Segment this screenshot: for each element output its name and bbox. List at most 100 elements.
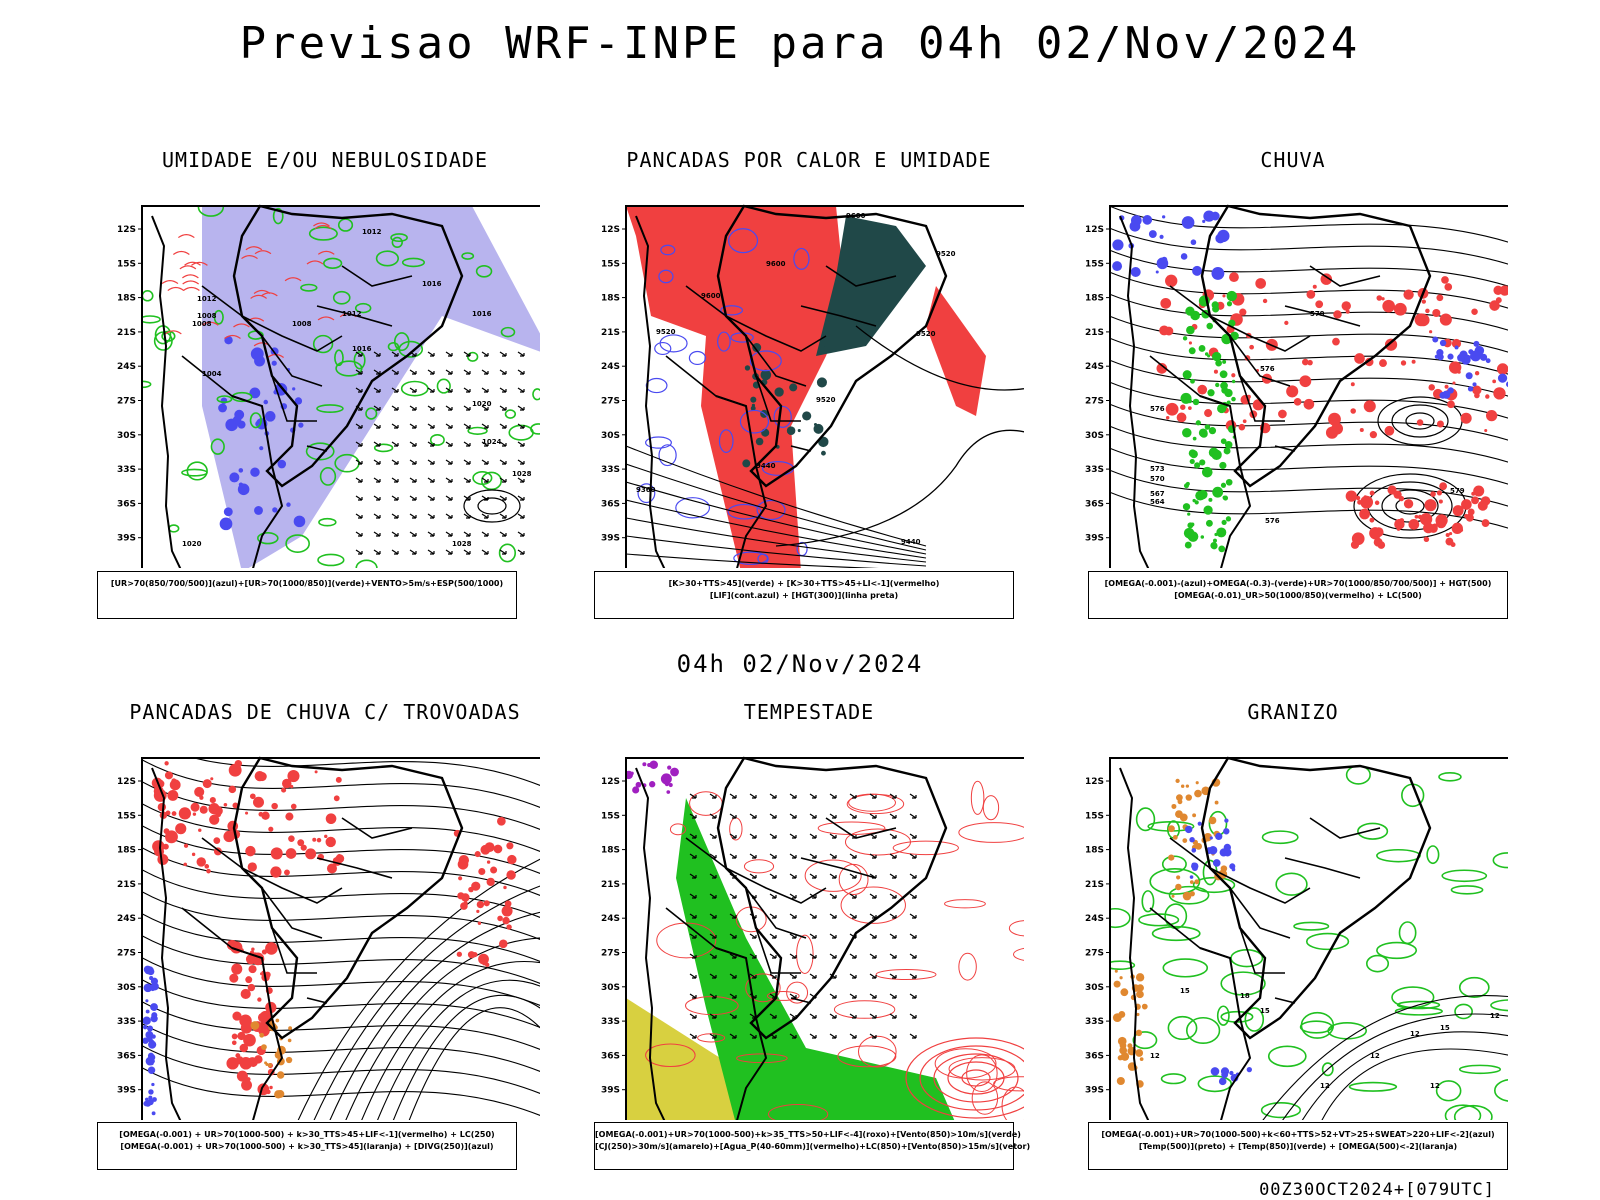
wind-vector	[409, 459, 417, 465]
wind-vector	[869, 1013, 877, 1019]
rain-cell	[1450, 542, 1456, 548]
wind-vector	[909, 1013, 917, 1019]
strong-omega-cell	[1226, 400, 1231, 405]
humidity-cell	[225, 518, 232, 524]
strong-omega-cell	[1187, 531, 1199, 542]
humidity-cell	[277, 459, 287, 469]
strong-omega-cell	[1189, 458, 1195, 465]
wind-vector	[463, 477, 471, 483]
streamline-850	[919, 1045, 1024, 1111]
wind-vector	[427, 387, 435, 393]
humidity-low-contour	[337, 218, 354, 232]
wind-vector	[909, 853, 917, 859]
streamline	[142, 780, 540, 831]
humidity-cell	[264, 411, 276, 422]
streamline	[392, 994, 540, 1120]
temp-850-contour	[1168, 885, 1210, 905]
wind-vector	[689, 853, 697, 859]
omega-500-cell	[1175, 810, 1183, 819]
omega-500-cell	[1167, 825, 1175, 833]
rain-cell	[1302, 358, 1309, 366]
divergence-cell	[150, 977, 159, 985]
wind-vector	[355, 459, 363, 465]
lat-tick-label: 27S	[601, 397, 620, 407]
wind-vector	[709, 973, 717, 979]
wind-vector	[517, 495, 525, 501]
streamline-850	[933, 1053, 1019, 1103]
humidity-low-contour	[334, 349, 344, 367]
wind-vector	[809, 913, 817, 919]
thickness-contour	[179, 265, 197, 270]
streamline	[142, 1066, 540, 1117]
thunderstorm-cell	[171, 811, 177, 816]
temp-850-contour	[1161, 855, 1187, 873]
rain-cell	[1156, 363, 1168, 374]
lat-tick-label: 24S	[601, 362, 620, 372]
humidity-low-contour	[373, 443, 394, 453]
wind-vector	[829, 893, 837, 899]
shower-cell	[276, 1071, 285, 1079]
legend-line: [CJ(250)>30m/s](amarelo)+[Agua_P(40-60mm…	[595, 1142, 1031, 1151]
temp-850-contour	[1357, 822, 1389, 840]
contour-label: 15	[1260, 1007, 1270, 1015]
thunderstorm-cell	[232, 803, 238, 808]
omega-500-cell	[1182, 838, 1188, 843]
humidity-low-contour	[393, 332, 410, 352]
contour-label: 9440	[901, 538, 921, 546]
lat-tick-label: 33S	[601, 465, 620, 475]
wind-vector	[729, 853, 737, 859]
thunderstorm-cell	[228, 785, 237, 794]
rain-cell	[1312, 284, 1317, 289]
divergence-cell	[144, 1097, 149, 1102]
thunderstorm-cell	[483, 900, 490, 907]
brazil-outline	[716, 204, 948, 488]
wind-vector	[373, 387, 381, 393]
divergence-cell	[147, 1066, 156, 1074]
wind-vector	[749, 813, 757, 819]
wind-vector	[409, 423, 417, 429]
rain-cell	[1379, 359, 1387, 368]
omega-cell	[1464, 354, 1471, 362]
state-border	[1239, 927, 1285, 974]
wind-vector	[373, 513, 381, 519]
humidity-cell	[250, 467, 260, 477]
omega-cell	[1436, 349, 1444, 357]
humidity-cell	[224, 336, 233, 345]
convective-area	[816, 216, 926, 356]
thunderstorm-cell	[456, 951, 463, 957]
rain-cell	[1461, 499, 1472, 510]
wind-vector	[517, 369, 525, 375]
omega-500-cell	[1171, 894, 1175, 898]
map-trovoadas: 12S15S18S21S24S27S30S33S36S39S42S70W65W6…	[117, 756, 540, 1120]
contour-label: 12	[1490, 1012, 1500, 1020]
rain-cell	[1428, 384, 1435, 391]
wind-vector	[427, 549, 435, 555]
wind-vector	[373, 369, 381, 375]
wind-vector	[909, 893, 917, 899]
thunderstorm-cell	[228, 763, 242, 777]
shower-cell	[275, 1018, 280, 1023]
rain-cell	[1239, 308, 1247, 316]
wind-vector	[809, 793, 817, 799]
thunderstorm-cell	[287, 770, 300, 783]
temp-850-contour	[1458, 976, 1490, 998]
rain-cell	[1284, 320, 1289, 325]
lat-tick-label: 30S	[601, 431, 620, 441]
wind-vector	[445, 405, 453, 411]
rain-cell	[1403, 289, 1414, 300]
wind-vector	[749, 853, 757, 859]
divergence-cell	[145, 1009, 150, 1014]
rain-cell	[1452, 381, 1456, 385]
wind-vector	[909, 953, 917, 959]
state-border	[341, 817, 413, 839]
temp-850-contour	[1149, 868, 1201, 895]
state-border	[181, 907, 263, 959]
wind-vector	[481, 549, 489, 555]
thunderstorm-cell	[260, 972, 264, 976]
humidity-low-contour	[353, 351, 366, 370]
rain-cell	[1278, 409, 1287, 419]
wind-vector	[709, 953, 717, 959]
rain-cell	[1382, 299, 1395, 313]
rain-cell	[1444, 384, 1449, 389]
rain-cell	[1436, 294, 1444, 302]
